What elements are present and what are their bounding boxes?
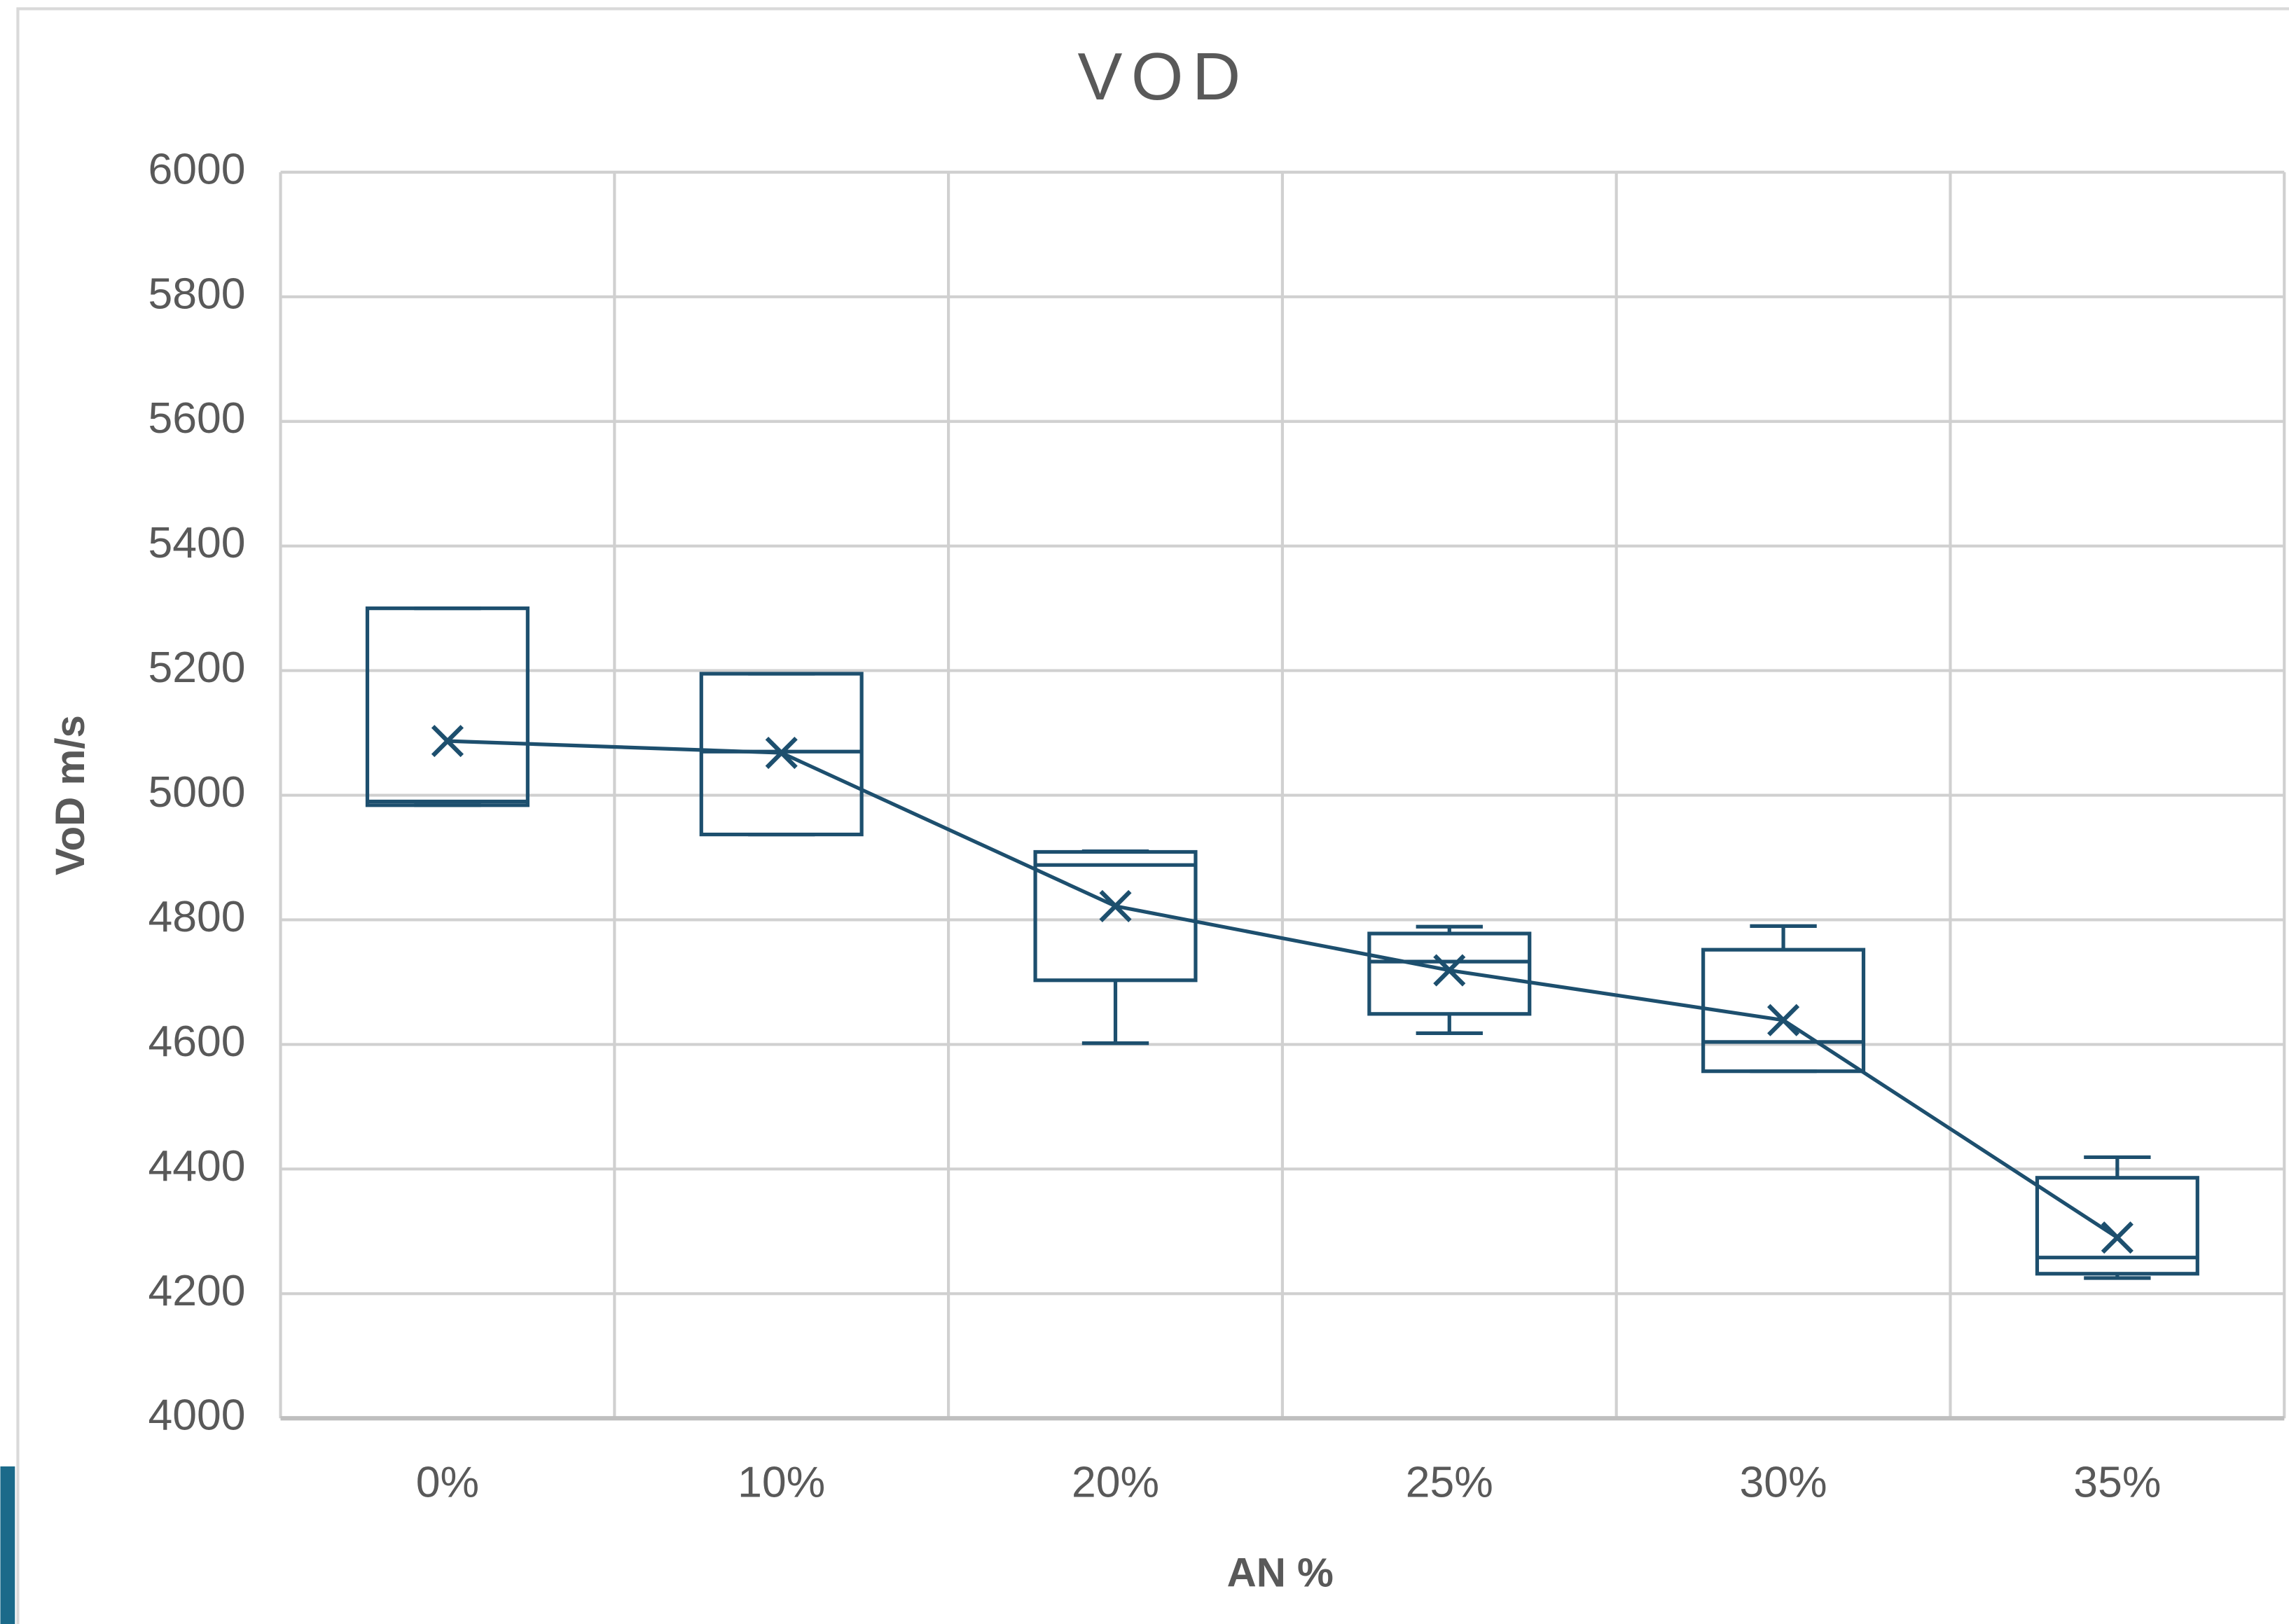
mean-marker [431, 725, 464, 758]
mean-line [447, 739, 2119, 1240]
mean-marker [2101, 1221, 2134, 1254]
box [1367, 931, 1532, 1016]
box [2035, 1176, 2199, 1276]
y-tick-label: 4400 [148, 1141, 245, 1191]
x-tick-label: 25% [1406, 1458, 1493, 1507]
y-tick-label: 6000 [148, 144, 245, 193]
x-axis-title: AN % [1227, 1550, 1334, 1596]
side-accent [0, 1466, 15, 1624]
mean-marker [1099, 889, 1132, 922]
y-tick-label: 5000 [148, 768, 245, 817]
x-tick-label: 30% [1740, 1458, 1827, 1507]
y-axis-title: VoD m/s [48, 715, 93, 875]
box [1033, 849, 1198, 983]
x-tick-label: 10% [738, 1458, 825, 1507]
y-tick-label: 4000 [148, 1391, 245, 1440]
mean-marker [765, 736, 798, 770]
y-tick-label: 5600 [148, 394, 245, 443]
y-tick-label: 5400 [148, 518, 245, 567]
y-tick-label: 4800 [148, 892, 245, 941]
y-tick-label: 4200 [148, 1266, 245, 1315]
mean-marker [1433, 954, 1466, 987]
chart-title: VOD [1078, 39, 1250, 114]
x-tick-label: 35% [2073, 1458, 2161, 1507]
x-tick-label: 0% [416, 1458, 479, 1507]
box [1701, 948, 1866, 1074]
y-tick-label: 4600 [148, 1017, 245, 1066]
chart-border [16, 7, 2289, 1624]
mean-marker [1767, 1004, 1800, 1036]
y-tick-label: 5200 [148, 643, 245, 692]
box [699, 672, 864, 837]
x-tick-label: 20% [1072, 1458, 1159, 1507]
y-tick-label: 5800 [148, 269, 245, 318]
box [365, 606, 530, 807]
